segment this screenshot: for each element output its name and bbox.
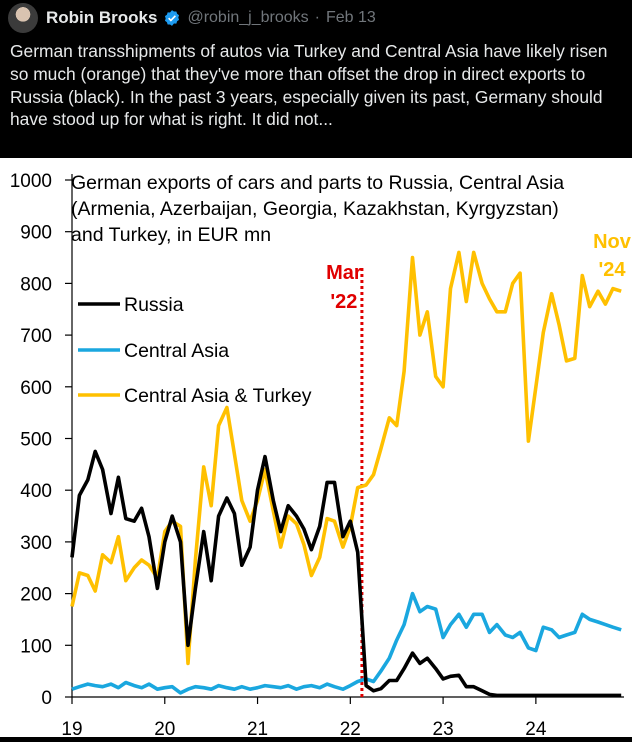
x-tick-label: 24 xyxy=(525,719,547,737)
y-tick-label: 900 xyxy=(20,223,52,244)
author-handle[interactable]: @robin_j_brooks xyxy=(187,9,309,26)
y-tick-label: 500 xyxy=(20,430,52,451)
y-tick-label: 100 xyxy=(20,636,52,657)
legend-label: Central Asia & Turkey xyxy=(124,385,312,407)
y-tick-label: 400 xyxy=(20,481,52,502)
x-tick-label: 20 xyxy=(154,719,175,737)
chart-title-line: German exports of cars and parts to Russ… xyxy=(71,172,564,194)
y-tick-label: 1000 xyxy=(10,171,52,192)
author-avatar[interactable] xyxy=(8,3,38,33)
series-line-central-asia-turkey xyxy=(70,250,622,666)
y-tick-label: 300 xyxy=(20,533,52,554)
author-name[interactable]: Robin Brooks xyxy=(46,8,158,27)
tweet-header: Robin Brooks @robin_j_brooks · Feb 13 xyxy=(46,6,376,30)
mar22-annotation-label: '22 xyxy=(330,291,357,313)
legend-label: Central Asia xyxy=(124,340,229,362)
legend-label: Russia xyxy=(124,294,184,316)
tweet-date[interactable]: Feb 13 xyxy=(325,9,376,26)
y-tick-label: 700 xyxy=(20,326,52,347)
chart-title-line: (Armenia, Azerbaijan, Georgia, Kazakhsta… xyxy=(71,198,559,220)
y-tick-label: 200 xyxy=(20,585,52,606)
tweet: Robin Brooks @robin_j_brooks · Feb 13 Ge… xyxy=(0,0,632,158)
y-tick-label: 800 xyxy=(20,274,52,295)
header-separator: · xyxy=(314,9,320,26)
line-chart: 0 100 200 300 400 500 600 700 800 900 1000 19 20 21 22… xyxy=(10,171,632,740)
chart-image[interactable]: 0 100 200 300 400 500 600 700 800 900 1000 19 20 21 22… xyxy=(0,158,632,740)
series-line-russia xyxy=(70,449,622,698)
y-tick-label: 0 xyxy=(41,688,52,709)
nov24-annotation-label: Nov xyxy=(593,231,632,253)
chart-title-line: and Turkey, in EUR mn xyxy=(71,224,271,246)
x-tick-label: 22 xyxy=(340,719,361,737)
tweet-text: German transshipments of autos via Turke… xyxy=(10,41,608,130)
verified-badge-icon xyxy=(165,10,180,26)
x-tick-label: 23 xyxy=(433,719,454,737)
nov24-annotation-label: '24 xyxy=(598,259,626,281)
series-line-central-asia xyxy=(71,591,622,695)
mar22-annotation-label: Mar xyxy=(326,262,362,284)
y-tick-label: 600 xyxy=(20,378,52,399)
x-tick-label: 19 xyxy=(61,719,82,737)
x-tick-label: 21 xyxy=(247,719,268,737)
